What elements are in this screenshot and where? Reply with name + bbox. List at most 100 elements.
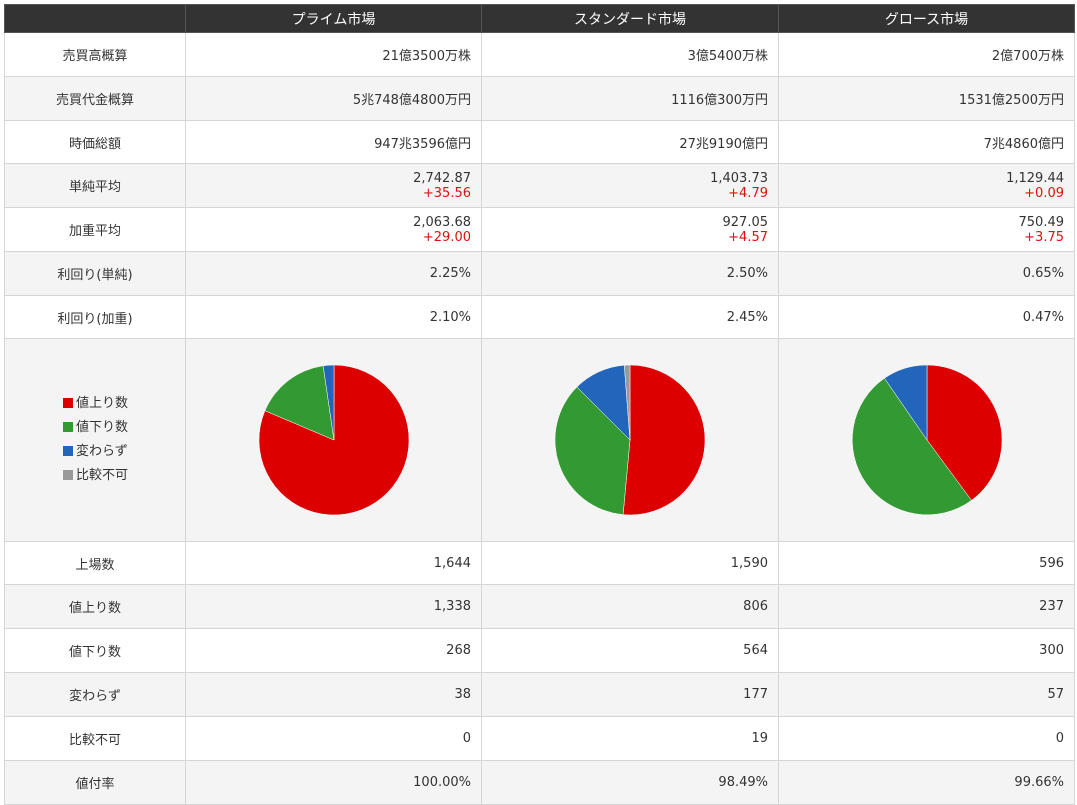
cell-value: 947兆3596億円 — [185, 120, 482, 164]
legend-item-not-comparable: 比較不可 — [63, 464, 175, 488]
header-blank — [4, 4, 186, 33]
cell-value: 2.10% — [185, 295, 482, 339]
pie-cell-standard — [481, 338, 779, 542]
cell-value: 0.65% — [778, 251, 1075, 296]
cell-value: 1,338 — [185, 584, 482, 629]
average-value: 927.05 — [722, 214, 769, 230]
cell-value: 21億3500万株 — [185, 32, 482, 77]
average-value: 1,403.73 — [710, 170, 768, 186]
row-not-comparable: 比較不可 0 19 0 — [4, 716, 1075, 761]
row-unchanged: 変わらず 38 177 57 — [4, 672, 1075, 717]
change-value: +35.56 — [422, 185, 471, 201]
pie-row: 値上り数 値下り数 変わらず 比較不可 — [4, 338, 1075, 542]
legend-item-unchanged: 変わらず — [63, 440, 175, 464]
pie-legend-cell: 値上り数 値下り数 変わらず 比較不可 — [4, 338, 186, 542]
cell-value: 2.50% — [481, 251, 779, 296]
cell-value: 19 — [481, 716, 779, 761]
pie-slice-declines — [264, 365, 334, 441]
row-label: 値下り数 — [4, 628, 186, 673]
cell-value: 927.05 +4.57 — [481, 207, 779, 252]
legend-swatch — [63, 446, 73, 456]
pie-slice-unchanged — [322, 364, 334, 441]
pie-slice-declines — [554, 386, 631, 515]
row-label: 利回り(加重) — [4, 295, 186, 339]
row-advances: 値上り数 1,338 806 237 — [4, 584, 1075, 629]
cell-value: 100.00% — [185, 760, 482, 805]
cell-value: 2.25% — [185, 251, 482, 296]
cell-value: 7兆4860億円 — [778, 120, 1075, 164]
pie-chart-prime — [258, 364, 409, 516]
row-trading-value: 売買代金概算 5兆748億4800万円 1116億300万円 1531億2500… — [4, 76, 1075, 121]
cell-value: 268 — [185, 628, 482, 673]
pie-slice-advances — [926, 364, 1002, 501]
row-label: 単純平均 — [4, 163, 186, 208]
change-value: +29.00 — [422, 229, 471, 245]
row-listed: 上場数 1,644 1,590 596 — [4, 541, 1075, 585]
cell-value: 1,590 — [481, 541, 779, 585]
cell-value: 0.47% — [778, 295, 1075, 339]
cell-value: 99.66% — [778, 760, 1075, 805]
cell-value: 177 — [481, 672, 779, 717]
legend-item-advances: 値上り数 — [63, 392, 175, 416]
cell-value: 1,644 — [185, 541, 482, 585]
row-label: 比較不可 — [4, 716, 186, 761]
row-weighted-average: 加重平均 2,063.68 +29.00 927.05 +4.57 750.49 +3… — [4, 207, 1075, 252]
cell-value: 3億5400万株 — [481, 32, 779, 77]
row-label: 値付率 — [4, 760, 186, 805]
row-yield-simple: 利回り(単純) 2.25% 2.50% 0.65% — [4, 251, 1075, 296]
cell-value: 2,063.68 +29.00 — [185, 207, 482, 252]
cell-value: 596 — [778, 541, 1075, 585]
cell-value: 2,742.87 +35.56 — [185, 163, 482, 208]
cell-value: 237 — [778, 584, 1075, 629]
cell-value: 57 — [778, 672, 1075, 717]
cell-value: 750.49 +3.75 — [778, 207, 1075, 252]
change-value: +0.09 — [1024, 185, 1064, 201]
average-value: 750.49 — [1018, 214, 1065, 230]
legend-item-declines: 値下り数 — [63, 416, 175, 440]
row-volume: 売買高概算 21億3500万株 3億5400万株 2億700万株 — [4, 32, 1075, 77]
cell-value: 2.45% — [481, 295, 779, 339]
average-value: 2,742.87 — [413, 170, 471, 186]
pie-slice-declines — [851, 377, 972, 516]
pie-slice-not-comparable — [624, 364, 631, 441]
cell-value: 1,129.44 +0.09 — [778, 163, 1075, 208]
row-market-cap: 時価総額 947兆3596億円 27兆9190億円 7兆4860億円 — [4, 120, 1075, 164]
pie-slice-advances — [622, 364, 706, 516]
row-label: 時価総額 — [4, 120, 186, 164]
header-row: プライム市場 スタンダード市場 グロース市場 — [4, 4, 1075, 33]
header-prime: プライム市場 — [185, 4, 482, 33]
row-label: 変わらず — [4, 672, 186, 717]
cell-value: 806 — [481, 584, 779, 629]
cell-value: 1116億300万円 — [481, 76, 779, 121]
row-label: 売買高概算 — [4, 32, 186, 77]
legend-label: 比較不可 — [76, 468, 129, 483]
pie-legend: 値上り数 値下り数 変わらず 比較不可 — [15, 392, 175, 488]
change-value: +3.75 — [1024, 229, 1064, 245]
row-label: 上場数 — [4, 541, 186, 585]
change-value: +4.57 — [728, 229, 768, 245]
cell-value: 38 — [185, 672, 482, 717]
legend-swatch — [63, 422, 73, 432]
row-label: 値上り数 — [4, 584, 186, 629]
average-value: 2,063.68 — [413, 214, 471, 230]
cell-value: 1,403.73 +4.79 — [481, 163, 779, 208]
market-summary-table: プライム市場 スタンダード市場 グロース市場 売買高概算 21億3500万株 3… — [4, 4, 1075, 805]
pie-slice-unchanged — [883, 364, 927, 441]
row-label: 利回り(単純) — [4, 251, 186, 296]
row-declines: 値下り数 268 564 300 — [4, 628, 1075, 673]
cell-value: 1531億2500万円 — [778, 76, 1075, 121]
legend-swatch — [63, 470, 73, 480]
cell-value: 27兆9190億円 — [481, 120, 779, 164]
cell-value: 0 — [185, 716, 482, 761]
header-growth: グロース市場 — [778, 4, 1075, 33]
cell-value: 2億700万株 — [778, 32, 1075, 77]
cell-value: 5兆748億4800万円 — [185, 76, 482, 121]
legend-label: 値下り数 — [76, 420, 129, 435]
row-label: 加重平均 — [4, 207, 186, 252]
change-value: +4.79 — [728, 185, 768, 201]
pie-cell-prime — [185, 338, 482, 542]
cell-value: 98.49% — [481, 760, 779, 805]
legend-swatch — [63, 398, 73, 408]
header-standard: スタンダード市場 — [481, 4, 779, 33]
row-label: 売買代金概算 — [4, 76, 186, 121]
